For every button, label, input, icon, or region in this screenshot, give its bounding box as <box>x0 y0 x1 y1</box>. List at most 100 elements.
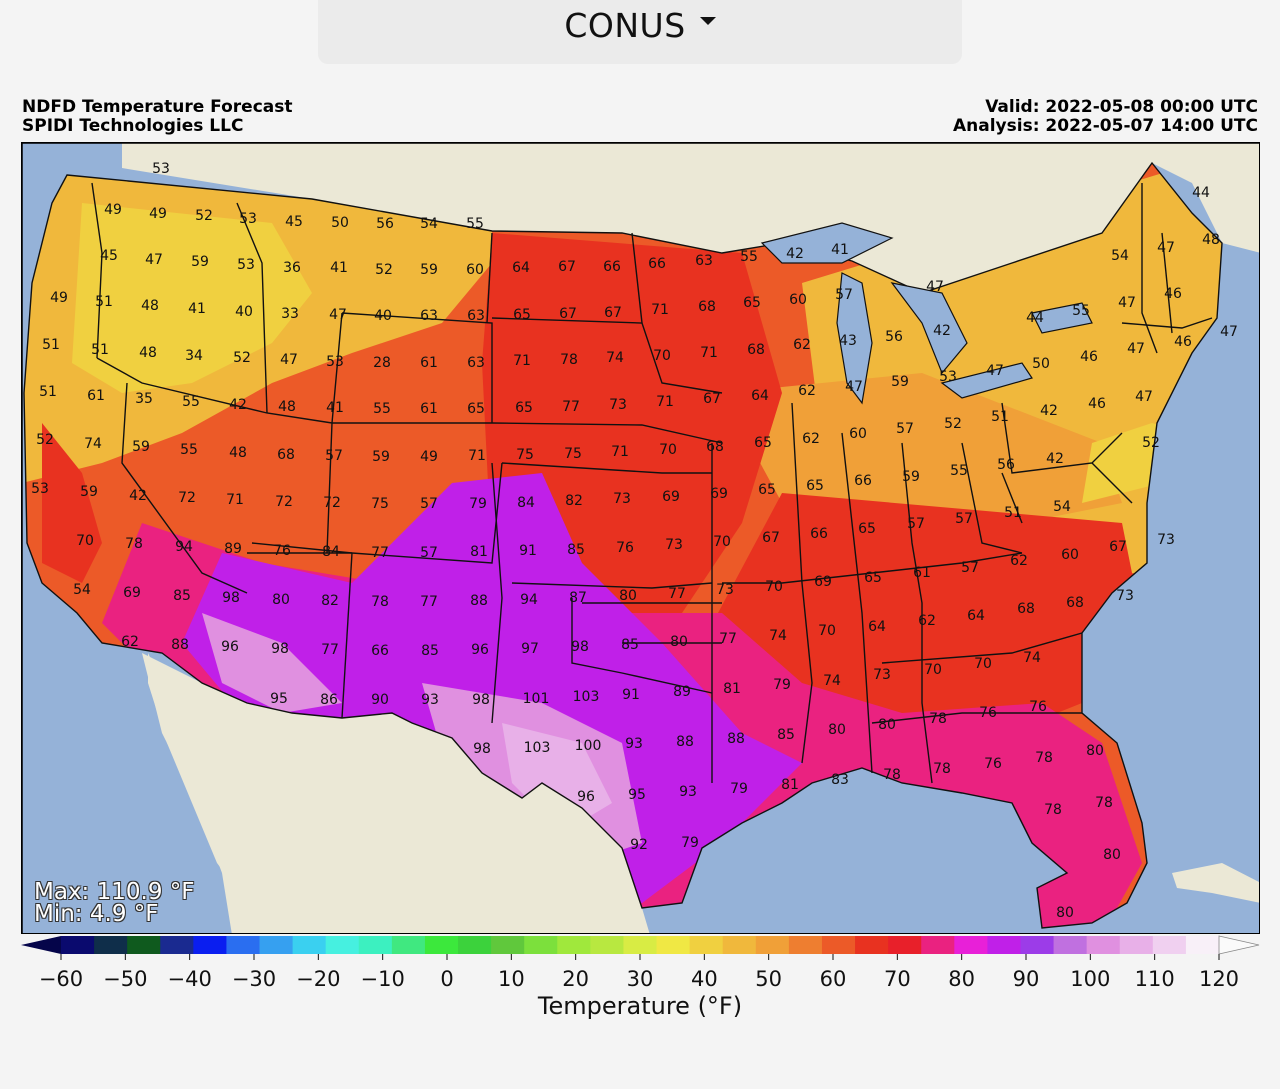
colorbar-segment <box>888 936 922 954</box>
temperature-label: 48 <box>229 445 247 461</box>
temperature-label: 77 <box>668 586 686 602</box>
temperature-label: 53 <box>239 211 257 227</box>
temperature-label: 46 <box>1080 349 1098 365</box>
temperature-label: 80 <box>828 722 846 738</box>
colorbar-segment <box>855 936 889 954</box>
temperature-label: 96 <box>577 789 595 805</box>
temperature-label: 61 <box>87 388 105 404</box>
colorbar-segment <box>160 936 194 954</box>
temperature-label: 60 <box>466 262 484 278</box>
temperature-label: 96 <box>471 642 489 658</box>
region-selector[interactable]: CONUS <box>318 0 962 64</box>
temperature-label: 54 <box>73 582 91 598</box>
temperature-label: 88 <box>470 593 488 609</box>
temperature-label: 67 <box>762 530 780 546</box>
temperature-label: 65 <box>864 570 882 586</box>
temperature-label: 84 <box>517 495 535 511</box>
temperature-label: 60 <box>789 292 807 308</box>
temperature-label: 68 <box>1066 595 1084 611</box>
temperature-label: 62 <box>1010 553 1028 569</box>
temperature-label: 65 <box>858 521 876 537</box>
temperature-label: 74 <box>606 350 624 366</box>
temperature-label: 59 <box>191 254 209 270</box>
colorbar-tick-label: −30 <box>232 967 276 991</box>
colorbar-tick-label: −60 <box>39 967 83 991</box>
temperature-label: 67 <box>1109 539 1127 555</box>
colorbar-segment <box>94 936 128 954</box>
temperature-label: 94 <box>520 592 538 608</box>
temperature-label: 57 <box>907 516 925 532</box>
temperature-label: 82 <box>565 493 583 509</box>
temperature-label: 51 <box>991 409 1009 425</box>
temperature-label: 53 <box>152 161 170 177</box>
temperature-label: 59 <box>420 262 438 278</box>
temperature-label: 55 <box>740 249 758 265</box>
temperature-label: 47 <box>1135 389 1153 405</box>
colorbar-segment <box>656 936 691 954</box>
colorbar-tick-label: 20 <box>562 967 589 991</box>
temperature-label: 50 <box>1032 356 1050 372</box>
colorbar-tick-label: 70 <box>884 967 911 991</box>
temperature-label: 42 <box>933 323 951 339</box>
temperature-label: 98 <box>271 641 289 657</box>
temperature-label: 49 <box>149 206 167 222</box>
temperature-label: 68 <box>698 299 716 315</box>
colorbar-segment <box>1185 936 1220 954</box>
temperature-label: 70 <box>653 348 671 364</box>
temperature-label: 71 <box>651 302 669 318</box>
temperature-label: 89 <box>224 541 242 557</box>
map-header-right: Valid: 2022-05-08 00:00 UTC Analysis: 20… <box>953 98 1258 136</box>
colorbar-segment <box>921 936 955 954</box>
temperature-label: 95 <box>628 787 646 803</box>
temperature-label: 47 <box>986 363 1004 379</box>
temperature-label: 85 <box>173 588 191 604</box>
temperature-label: 47 <box>329 307 347 323</box>
temperature-label: 92 <box>630 837 648 853</box>
temperature-label: 73 <box>1116 588 1134 604</box>
temperature-label: 91 <box>519 543 537 559</box>
temperature-label: 40 <box>235 304 253 320</box>
temperature-label: 73 <box>873 667 891 683</box>
temperature-label: 52 <box>36 432 54 448</box>
baja-peninsula <box>148 653 232 883</box>
temperature-label: 41 <box>326 400 344 416</box>
temperature-label: 53 <box>31 481 49 497</box>
temperature-label: 96 <box>221 639 239 655</box>
temperature-label: 69 <box>662 489 680 505</box>
temperature-label: 71 <box>611 444 629 460</box>
temperature-label: 77 <box>719 631 737 647</box>
temperature-label: 70 <box>974 656 992 672</box>
temperature-label: 68 <box>1017 601 1035 617</box>
colorbar-segment <box>226 936 261 954</box>
temperature-label: 47 <box>845 379 863 395</box>
temperature-label: 70 <box>818 623 836 639</box>
temperature-label: 67 <box>604 305 622 321</box>
temperature-label: 59 <box>80 484 98 500</box>
temperature-label: 71 <box>513 353 531 369</box>
temperature-label: 78 <box>933 761 951 777</box>
temperature-label: 42 <box>786 246 804 262</box>
temperature-label: 50 <box>331 215 349 231</box>
temperature-label: 72 <box>178 490 196 506</box>
temperature-label: 78 <box>1044 802 1062 818</box>
temperature-label: 80 <box>878 717 896 733</box>
temperature-label: 79 <box>730 781 748 797</box>
temperature-label: 76 <box>1029 699 1047 715</box>
temperature-label: 78 <box>1035 750 1053 766</box>
temperature-label: 98 <box>571 639 589 655</box>
temperature-label: 66 <box>810 526 828 542</box>
temperature-label: 67 <box>703 391 721 407</box>
temperature-label: 40 <box>374 308 392 324</box>
temperature-label: 75 <box>371 496 389 512</box>
colorbar-tick-label: −40 <box>168 967 212 991</box>
temperature-label: 91 <box>622 687 640 703</box>
temperature-label: 55 <box>950 463 968 479</box>
colorbar-segment <box>954 936 988 954</box>
temperature-label: 63 <box>467 355 485 371</box>
temperature-label: 65 <box>513 307 531 323</box>
temperature-label: 74 <box>84 436 102 452</box>
temperature-label: 77 <box>420 594 438 610</box>
temperature-label: 95 <box>270 691 288 707</box>
temperature-label: 33 <box>281 306 299 322</box>
temperature-label: 59 <box>891 374 909 390</box>
